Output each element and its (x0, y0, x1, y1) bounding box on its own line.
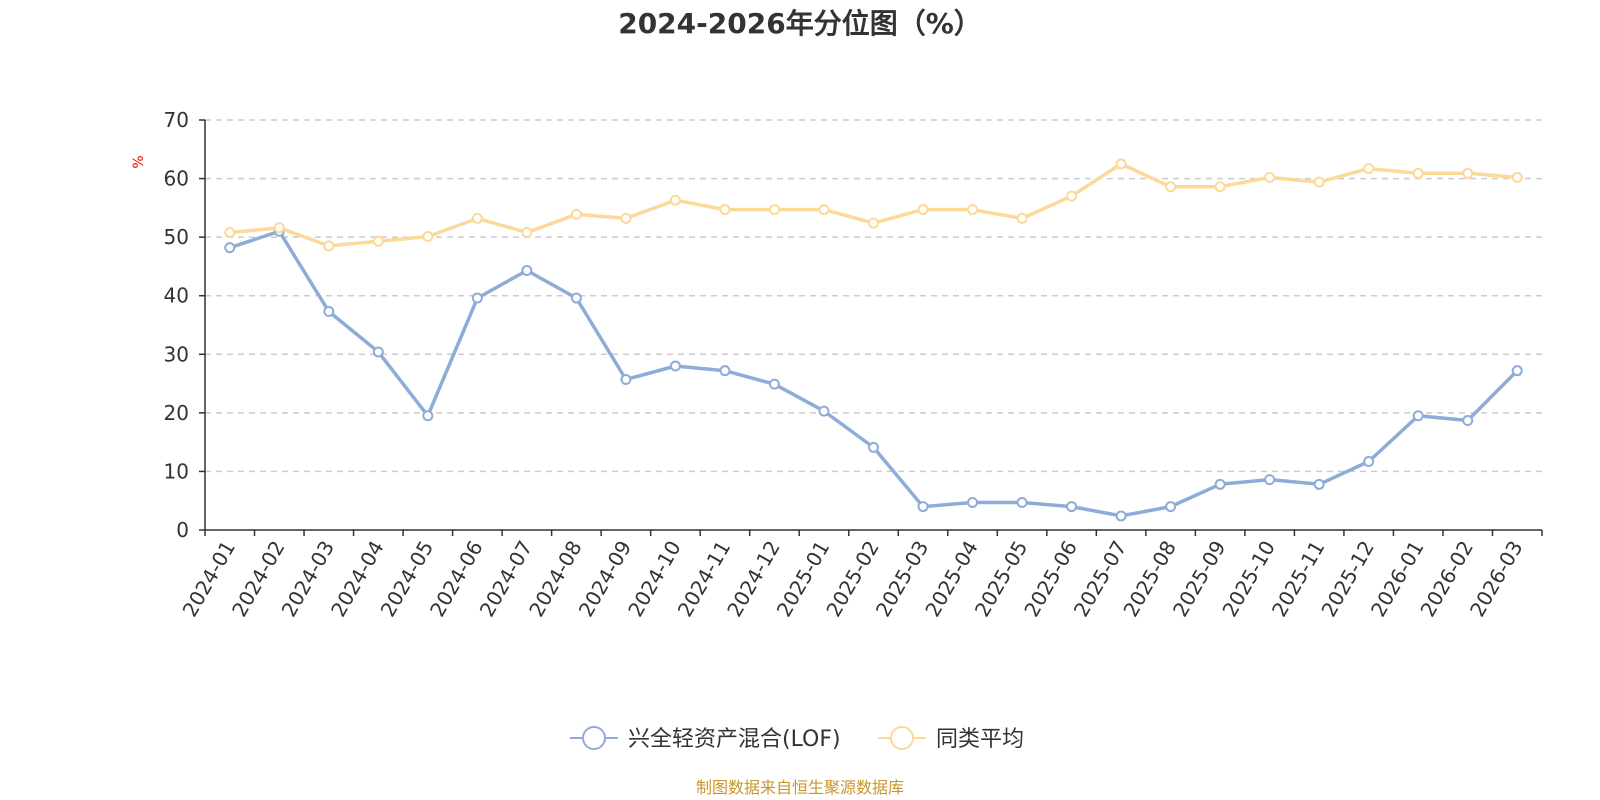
data-point[interactable] (224, 226, 236, 238)
series-lines (224, 158, 1523, 522)
series-line (229, 229, 1519, 518)
data-point[interactable] (1115, 158, 1127, 170)
legend-label: 同类平均 (936, 727, 1024, 752)
series-1 (224, 225, 1523, 522)
data-point[interactable] (1313, 176, 1325, 188)
data-point[interactable] (1412, 167, 1424, 179)
data-point[interactable] (669, 194, 681, 206)
data-point[interactable] (1264, 474, 1276, 486)
data-point[interactable] (1511, 171, 1523, 183)
data-point[interactable] (967, 496, 979, 508)
y-axis-unit-label: % (131, 155, 147, 168)
data-point[interactable] (1214, 181, 1226, 193)
data-point[interactable] (768, 204, 780, 216)
data-point[interactable] (372, 346, 384, 358)
data-point[interactable] (323, 306, 335, 318)
data-point[interactable] (1412, 410, 1424, 422)
data-point[interactable] (570, 208, 582, 220)
series-line (229, 162, 1518, 248)
data-point[interactable] (1511, 365, 1523, 377)
data-point[interactable] (1363, 163, 1375, 175)
y-tick-label: 50 (164, 225, 189, 249)
data-point[interactable] (273, 222, 285, 234)
source-note: 制图数据来自恒生聚源数据库 (696, 778, 904, 797)
grid-lines (205, 119, 1542, 473)
data-point[interactable] (570, 292, 582, 304)
data-point[interactable] (224, 242, 236, 254)
data-point[interactable] (818, 204, 830, 216)
data-point[interactable] (620, 373, 632, 385)
axes: 0102030405060702024-012024-022024-032024… (164, 108, 1543, 621)
data-point[interactable] (669, 360, 681, 372)
y-tick-label: 20 (164, 401, 189, 425)
data-point[interactable] (1115, 510, 1127, 522)
data-point[interactable] (1165, 181, 1177, 193)
data-point[interactable] (917, 204, 929, 216)
data-point[interactable] (1462, 414, 1474, 426)
data-point[interactable] (1462, 167, 1474, 179)
y-tick-label: 0 (176, 518, 189, 542)
data-point[interactable] (967, 204, 979, 216)
legend-item-1[interactable]: 兴全轻资产混合(LOF) (570, 726, 841, 752)
y-tick-label: 30 (164, 342, 189, 366)
data-point[interactable] (1363, 455, 1375, 467)
data-point[interactable] (868, 217, 879, 229)
y-tick-label: 40 (164, 284, 189, 308)
legend-marker (890, 726, 914, 750)
data-point[interactable] (818, 405, 830, 417)
data-point[interactable] (917, 501, 929, 513)
data-point[interactable] (1214, 478, 1226, 490)
data-point[interactable] (1313, 478, 1325, 490)
data-point[interactable] (1264, 171, 1276, 183)
legend-marker (582, 726, 606, 750)
y-tick-label: 70 (164, 108, 189, 132)
data-point[interactable] (1066, 501, 1078, 513)
data-point[interactable] (471, 292, 483, 304)
data-point[interactable] (1016, 496, 1028, 508)
data-point[interactable] (471, 212, 483, 224)
legend-item-2[interactable]: 同类平均 (878, 726, 1024, 752)
data-point[interactable] (521, 265, 533, 277)
data-point[interactable] (1016, 212, 1028, 224)
data-point[interactable] (868, 441, 879, 453)
data-point[interactable] (323, 240, 335, 252)
legend[interactable]: 兴全轻资产混合(LOF) 同类平均 (570, 726, 1024, 752)
data-point[interactable] (521, 226, 533, 238)
y-tick-label: 10 (164, 459, 189, 483)
data-point[interactable] (719, 365, 731, 377)
data-point[interactable] (1066, 190, 1078, 202)
legend-label: 兴全轻资产混合(LOF) (628, 727, 841, 752)
data-point[interactable] (422, 231, 434, 243)
data-point[interactable] (719, 204, 731, 216)
data-point[interactable] (1165, 501, 1177, 513)
data-point[interactable] (768, 378, 780, 390)
data-point[interactable] (422, 410, 434, 422)
data-point[interactable] (620, 212, 632, 224)
data-point[interactable] (372, 235, 384, 247)
series-2 (224, 158, 1523, 252)
y-tick-label: 60 (164, 167, 189, 191)
chart-title: 2024-2026年分位图（%） (618, 7, 982, 40)
